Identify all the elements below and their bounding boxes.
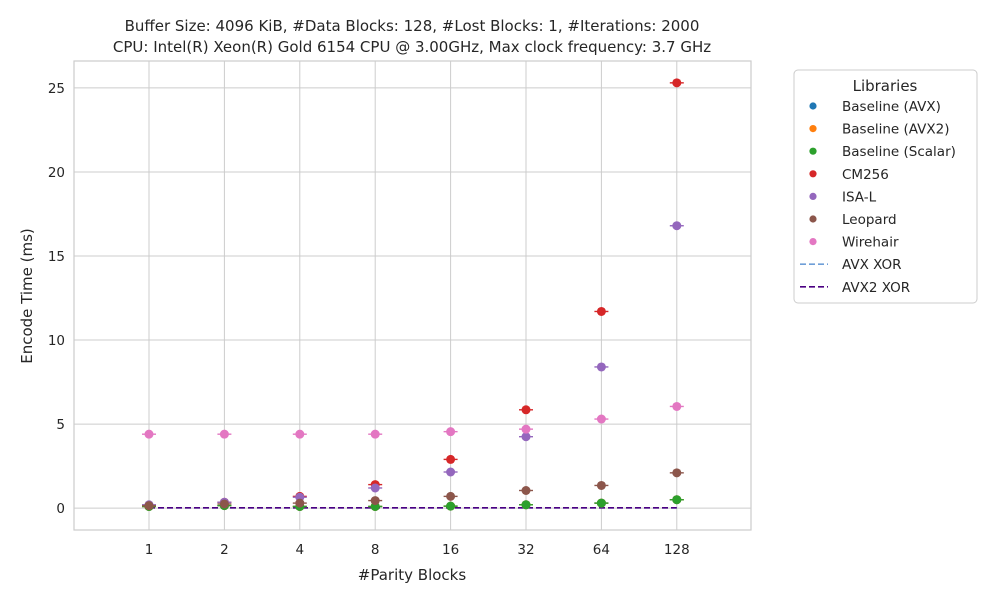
legend-marker-wirehair — [809, 238, 817, 246]
data-point-leopard — [370, 496, 380, 506]
legend-label-cm256: CM256 — [842, 167, 889, 183]
legend-label-baseline-avx2: Baseline (AVX2) — [842, 122, 950, 138]
x-axis-ticks: 1 2 4 8 16 32 64 128 — [145, 542, 690, 558]
legend-marker-baseline-avx2 — [809, 125, 817, 133]
x-tick-label: 8 — [371, 542, 380, 558]
legend-label-avx2-xor: AVX2 XOR — [842, 280, 910, 296]
y-tick-label: 15 — [48, 249, 65, 265]
legend-marker-leopard — [809, 215, 817, 223]
data-point-leopard — [521, 485, 531, 495]
x-tick-label: 16 — [442, 542, 459, 558]
data-point-baseline-scalar — [521, 500, 531, 510]
data-point-baseline-scalar — [446, 501, 456, 511]
x-tick-label: 32 — [517, 542, 534, 558]
legend-marker-isa-l — [809, 192, 817, 200]
legend-label-baseline-scalar: Baseline (Scalar) — [842, 144, 956, 160]
data-point-cm256 — [446, 454, 456, 464]
x-tick-label: 128 — [664, 542, 690, 558]
legend-marker-baseline-scalar — [809, 147, 817, 155]
data-point-leopard — [295, 498, 305, 508]
data-point-isa-l — [596, 362, 606, 372]
y-tick-label: 0 — [56, 501, 65, 517]
plot-area-frame — [73, 60, 752, 531]
data-point-cm256 — [521, 405, 531, 415]
y-axis-label: Encode Time (ms) — [18, 228, 36, 364]
chart-title-line-1: Buffer Size: 4096 KiB, #Data Blocks: 128… — [125, 17, 700, 35]
x-tick-label: 64 — [593, 542, 610, 558]
data-point-wirehair — [370, 429, 380, 439]
data-point-leopard — [219, 499, 229, 509]
data-point-wirehair — [295, 429, 305, 439]
legend-marker-cm256 — [809, 170, 817, 178]
legend-label-leopard: Leopard — [842, 212, 897, 228]
legend-marker-baseline-avx — [809, 102, 817, 110]
y-axis-ticks: 0 5 10 15 20 25 — [48, 81, 65, 517]
data-point-leopard — [672, 468, 682, 478]
data-point-baseline-scalar — [672, 495, 682, 505]
data-marks — [142, 78, 684, 511]
data-point-leopard — [446, 491, 456, 501]
y-tick-label: 20 — [48, 165, 65, 181]
data-point-wirehair — [144, 429, 154, 439]
legend-items: Baseline (AVX) Baseline (AVX2) Baseline (S… — [800, 99, 956, 296]
data-point-leopard — [596, 480, 606, 490]
data-point-cm256 — [672, 78, 682, 88]
x-tick-label: 4 — [296, 542, 305, 558]
y-tick-label: 10 — [48, 333, 65, 349]
x-tick-label: 2 — [220, 542, 229, 558]
data-point-wirehair — [219, 429, 229, 439]
data-point-leopard — [144, 501, 154, 511]
legend-label-avx-xor: AVX XOR — [842, 257, 902, 273]
data-point-isa-l — [521, 432, 531, 442]
chart-title-line-2: CPU: Intel(R) Xeon(R) Gold 6154 CPU @ 3.… — [113, 38, 711, 56]
legend-label-wirehair: Wirehair — [842, 235, 899, 251]
data-point-wirehair — [672, 401, 682, 411]
data-point-baseline-scalar — [596, 498, 606, 508]
data-point-isa-l — [446, 467, 456, 477]
y-tick-label: 5 — [56, 417, 65, 433]
legend-title: Libraries — [853, 77, 918, 95]
data-point-wirehair — [446, 427, 456, 437]
data-point-wirehair — [521, 424, 531, 434]
x-tick-label: 1 — [145, 542, 154, 558]
legend-frame — [793, 69, 978, 304]
x-axis-label: #Parity Blocks — [358, 566, 467, 584]
data-point-isa-l — [672, 221, 682, 231]
data-point-wirehair — [596, 414, 606, 424]
data-point-cm256 — [596, 306, 606, 316]
legend-label-isa-l: ISA-L — [842, 189, 877, 205]
legend: Libraries Baseline (AVX)Baseline (AVX2)B… — [793, 69, 978, 304]
legend-label-baseline-avx: Baseline (AVX) — [842, 99, 941, 115]
y-tick-label: 25 — [48, 81, 65, 97]
data-point-isa-l — [370, 483, 380, 493]
grid — [74, 61, 751, 530]
